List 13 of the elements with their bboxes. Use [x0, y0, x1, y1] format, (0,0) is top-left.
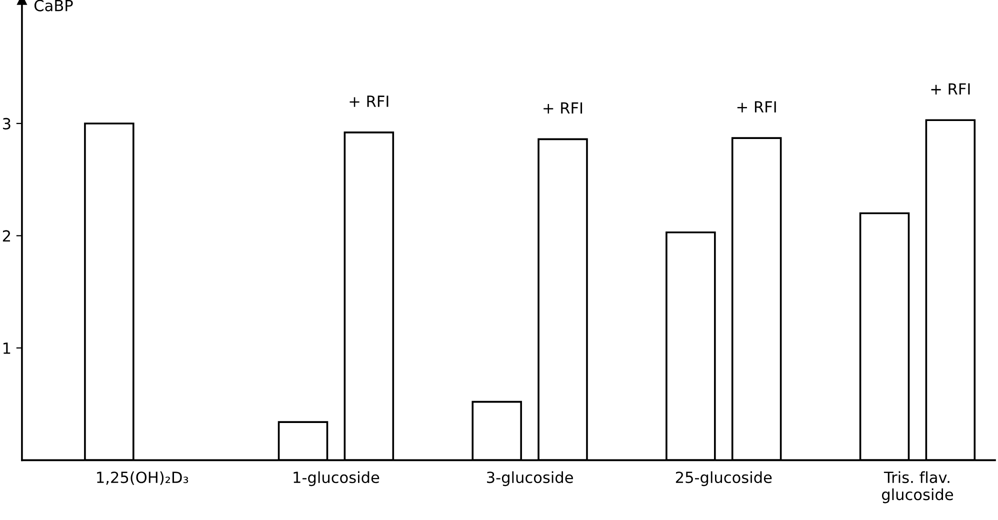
x-tick-label: Tris. flav. glucoside	[882, 471, 953, 504]
y-axis-title: CaBP	[34, 0, 73, 12]
text: + RFI	[350, 96, 388, 107]
y-tick-label: 3	[2, 118, 10, 130]
x-tick-label: 1-glucoside	[294, 471, 380, 486]
text: + RFI	[737, 101, 776, 112]
series-label: + RFI	[544, 102, 582, 114]
x-tick-label: 1,25(OH)₂D₃	[97, 471, 188, 485]
y-tick-label: 1	[3, 342, 10, 354]
y-tick-label: 2	[2, 230, 10, 242]
x-tick-label: 3-glucoside	[487, 471, 573, 486]
text: + RFI	[931, 83, 970, 94]
x-tick-label: 25-glucoside	[676, 471, 772, 486]
